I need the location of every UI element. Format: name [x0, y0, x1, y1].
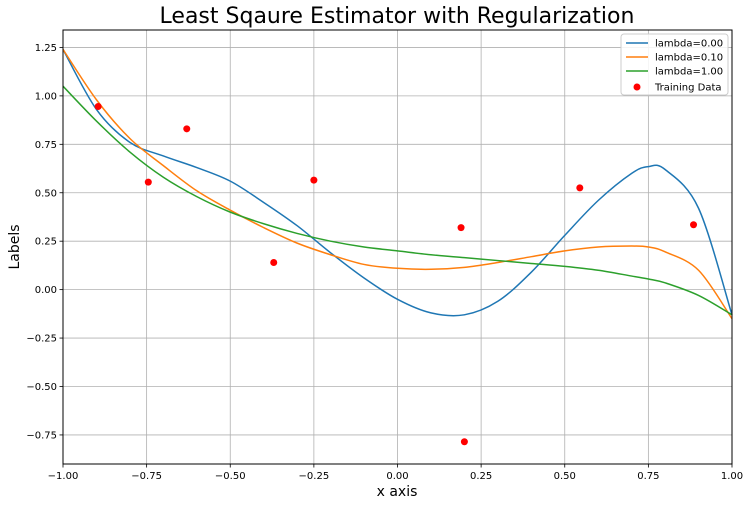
series-lines: [62, 48, 733, 320]
y-tick-label: −0.50: [26, 382, 57, 393]
y-tick-label: 0.00: [35, 285, 57, 296]
series-line-1: [62, 48, 733, 320]
y-tick-label: 1.00: [35, 91, 57, 102]
series-line-0: [62, 49, 733, 317]
training-data-points: [94, 103, 698, 446]
series-line-2: [62, 85, 733, 316]
legend-label-training-data: Training Data: [654, 83, 722, 94]
y-tick-label: 0.25: [35, 237, 57, 248]
x-tick-label: 0.75: [637, 471, 659, 482]
legend-label-lambda-0: lambda=0.00: [655, 39, 723, 50]
chart-title: Least Sqaure Estimator with Regularizati…: [160, 4, 635, 29]
x-tick-label: 1.00: [721, 471, 743, 482]
x-tick-label: 0.50: [554, 471, 576, 482]
y-tick-label: 0.75: [35, 140, 57, 151]
legend-box: [620, 33, 729, 96]
training-data-point: [460, 438, 468, 446]
y-tick-label: 1.25: [35, 43, 57, 54]
training-data-point: [94, 103, 102, 111]
x-tick-label: 0.00: [386, 471, 408, 482]
x-tick-label: −0.50: [215, 471, 246, 482]
x-tick-label: 0.25: [470, 471, 492, 482]
x-tick-label: −0.25: [299, 471, 330, 482]
legend-label-lambda-0-1: lambda=0.10: [655, 53, 723, 64]
grid: [62, 30, 733, 464]
y-axis-label: Labels: [7, 224, 23, 269]
x-tick-label: −1.00: [48, 471, 79, 482]
y-tick-label: −0.25: [26, 334, 57, 345]
training-data-point: [690, 221, 698, 229]
x-axis-label: x axis: [377, 484, 418, 500]
training-data-point: [310, 176, 318, 184]
training-data-point: [144, 178, 152, 186]
y-tick-label: 0.50: [35, 188, 57, 199]
y-tick-label: −0.75: [26, 430, 57, 441]
x-tick-label: −0.75: [131, 471, 162, 482]
training-data-point: [183, 125, 191, 133]
training-data-point: [270, 259, 278, 266]
training-data-point: [576, 184, 584, 192]
legend-label-lambda-1: lambda=1.00: [655, 67, 723, 78]
axis-ticks: −1.00 −0.75 −0.50 −0.25 0.00 0.25 0.50 0.75 1.00…: [26, 43, 743, 482]
legend: lambda=0.00 lambda=0.10 lambda=1.00 Trai…: [620, 33, 729, 96]
legend-swatch-training-data: [633, 83, 641, 91]
training-data-point: [457, 224, 465, 232]
